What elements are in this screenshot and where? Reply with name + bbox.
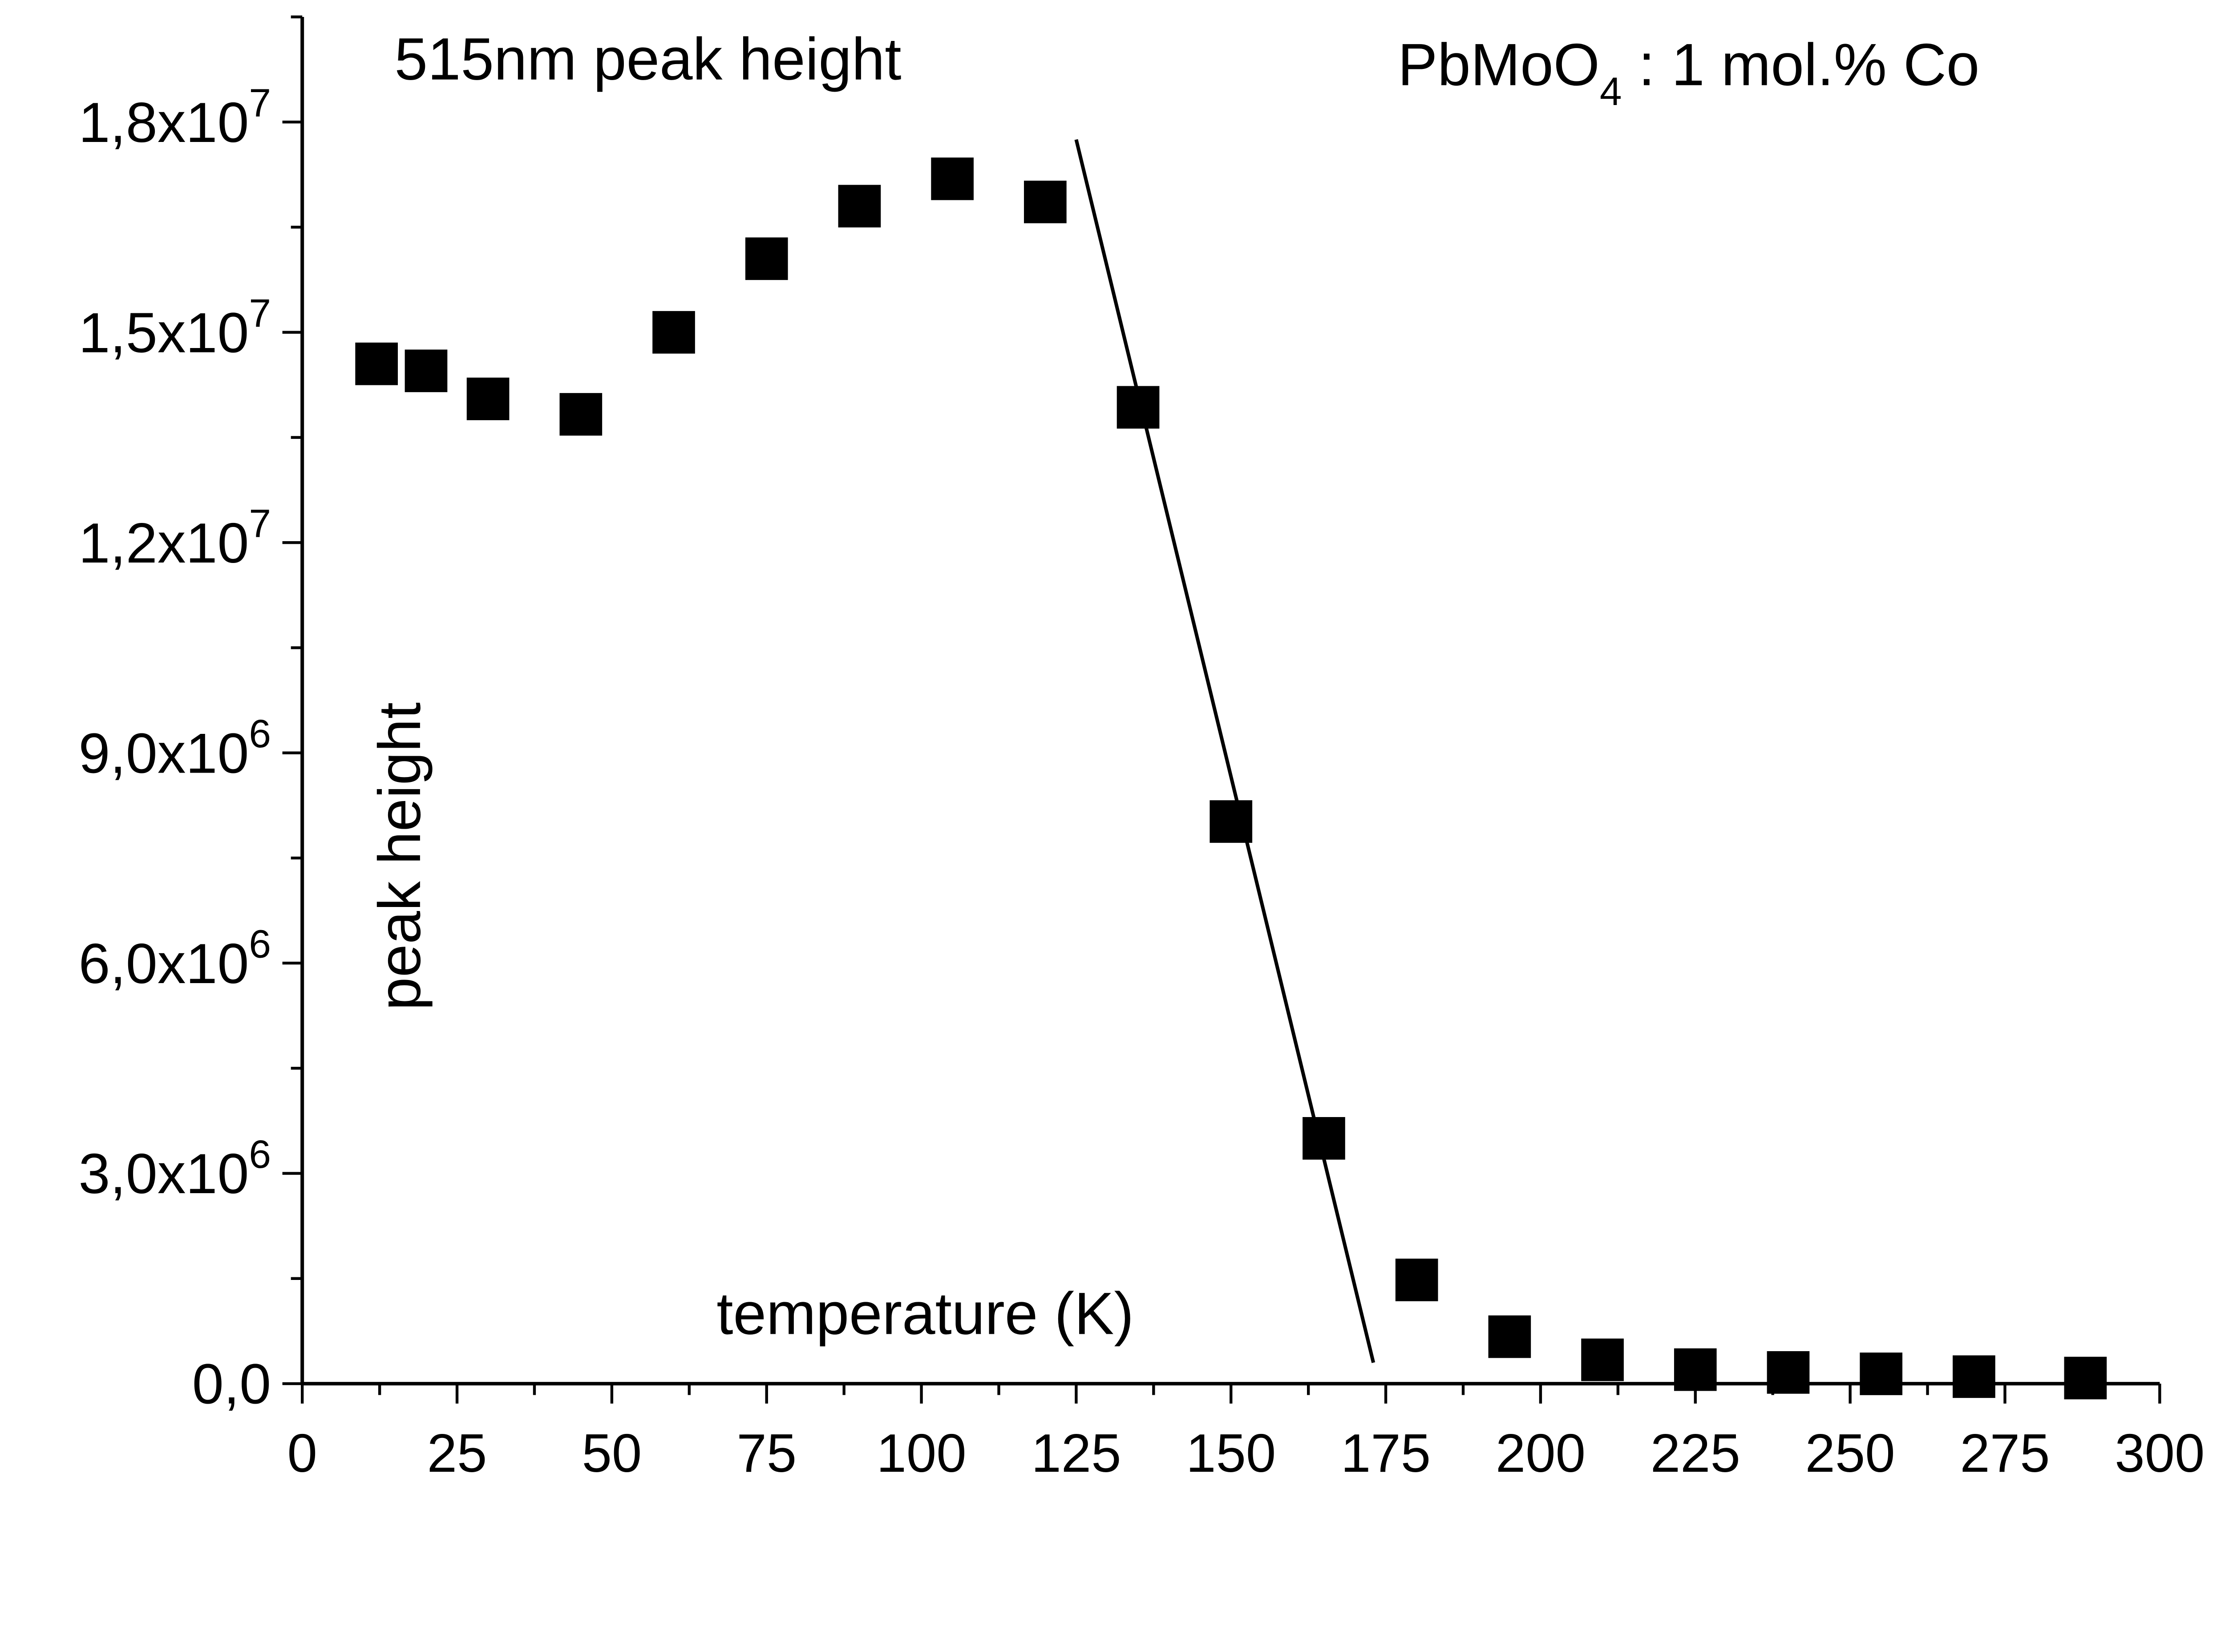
data-point xyxy=(1395,1259,1438,1301)
data-point xyxy=(466,377,510,421)
y-tick-label: 1,8x107 xyxy=(78,80,271,154)
x-tick-label: 300 xyxy=(2115,1423,2205,1483)
y-tick-label: 9,0x106 xyxy=(78,711,271,785)
data-point xyxy=(559,393,603,436)
data-point xyxy=(1303,1117,1345,1160)
data-point xyxy=(355,342,398,385)
annotation-base: PbMoO xyxy=(1398,32,1600,98)
fit-line xyxy=(1074,139,1375,1363)
data-point xyxy=(1953,1355,1995,1398)
data-point xyxy=(405,349,448,393)
x-tick-label: 100 xyxy=(876,1423,966,1483)
y-axis-label: peak height xyxy=(367,702,433,1010)
data-point xyxy=(1860,1352,1903,1395)
annotation-sub: 4 xyxy=(1600,69,1622,113)
y-tick-label: 1,5x107 xyxy=(78,291,271,364)
ticks: 0 25 50 75 100 125 150 175 200 225 250 275 300 0,0 3,0… xyxy=(78,15,2205,1483)
y-tick-label: 6,0x106 xyxy=(78,921,271,995)
data-point xyxy=(1024,180,1067,223)
y-tick-label: 3,0x106 xyxy=(78,1132,271,1206)
x-tick-label: 200 xyxy=(1496,1423,1586,1483)
x-tick-label: 275 xyxy=(1960,1423,2050,1483)
data-point xyxy=(931,157,974,200)
axes xyxy=(300,16,2160,1386)
x-tick-label: 75 xyxy=(736,1423,797,1483)
data-points xyxy=(355,139,2107,1400)
data-point xyxy=(745,237,788,280)
data-point xyxy=(1581,1338,1624,1381)
chart: 0 25 50 75 100 125 150 175 200 225 250 275 300 0,0 3,0… xyxy=(78,15,2205,1483)
sample-annotation: PbMoO4 : 1 mol.% Co xyxy=(1398,32,1979,113)
y-tick-label: 0,0 xyxy=(192,1353,271,1416)
data-point xyxy=(1767,1351,1810,1394)
x-axis-label: temperature (K) xyxy=(716,1280,1134,1347)
data-point xyxy=(1488,1315,1531,1358)
data-point xyxy=(1210,800,1253,843)
data-point xyxy=(838,185,881,228)
data-point xyxy=(652,311,695,354)
chart-title: 515nm peak height xyxy=(394,26,901,93)
x-tick-label: 150 xyxy=(1186,1423,1276,1483)
x-tick-label: 0 xyxy=(287,1423,317,1483)
annotation-rest: : 1 mol.% Co xyxy=(1622,32,1980,98)
x-tick-label: 125 xyxy=(1031,1423,1121,1483)
x-tick-label: 25 xyxy=(427,1423,487,1483)
x-tick-label: 175 xyxy=(1341,1423,1431,1483)
data-point xyxy=(2064,1356,2107,1400)
y-tick-label: 1,2x107 xyxy=(78,501,271,575)
data-point xyxy=(1674,1348,1717,1391)
x-tick-label: 225 xyxy=(1651,1423,1740,1483)
x-tick-label: 250 xyxy=(1805,1423,1895,1483)
data-point xyxy=(1117,386,1160,429)
x-tick-label: 50 xyxy=(582,1423,642,1483)
